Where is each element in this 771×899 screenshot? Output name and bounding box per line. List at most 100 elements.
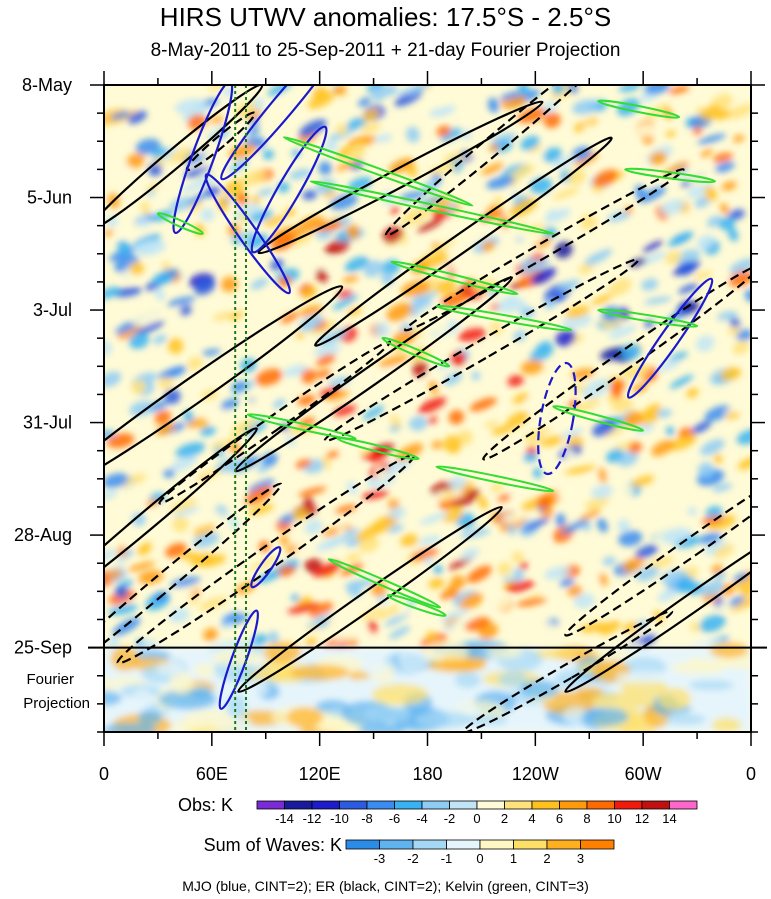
obs-anomaly-blob — [666, 130, 676, 138]
obs-anomaly-blob — [249, 210, 274, 222]
obs-anomaly-blob — [445, 584, 460, 599]
obs-anomaly-blob — [312, 562, 342, 578]
obs-anomaly-blob — [699, 580, 724, 597]
er-contour — [104, 482, 283, 692]
obs-anomaly-blob — [507, 524, 516, 536]
projection-blob — [286, 707, 324, 728]
obs-anomaly-blob — [170, 576, 201, 588]
kelvin-contour — [597, 308, 699, 328]
obs-anomaly-blob — [181, 180, 207, 193]
obs-colorbar-tick: 2 — [501, 811, 508, 826]
obs-colorbar-swatch — [559, 800, 588, 810]
projection-blob — [717, 695, 751, 718]
waves-colorbar-tick: -3 — [374, 851, 386, 866]
obs-anomaly-blob — [603, 144, 615, 153]
obs-anomaly-blob — [714, 161, 735, 173]
obs-anomaly-blob — [564, 305, 590, 319]
obs-anomaly-blob — [596, 518, 608, 533]
obs-anomaly-blob — [298, 417, 316, 428]
obs-anomaly-blob — [104, 371, 122, 388]
obs-anomaly-blob — [689, 622, 701, 632]
obs-anomaly-blob — [337, 290, 353, 299]
obs-anomaly-blob — [297, 486, 327, 497]
obs-anomaly-blob — [193, 532, 220, 548]
obs-colorbar-swatch — [531, 800, 560, 810]
obs-anomaly-blob — [535, 340, 551, 352]
obs-colorbar-swatch — [504, 800, 533, 810]
obs-anomaly-blob — [540, 435, 564, 447]
obs-anomaly-blob — [289, 168, 312, 180]
obs-anomaly-blob — [285, 207, 296, 217]
obs-anomaly-blob — [436, 125, 451, 137]
kelvin-contour — [246, 413, 357, 440]
obs-anomaly-blob — [417, 218, 443, 233]
kelvin-contour — [386, 593, 447, 617]
obs-anomaly-blob — [406, 85, 435, 96]
obs-anomaly-blob — [635, 566, 659, 582]
obs-anomaly-blob — [301, 286, 317, 299]
obs-anomaly-blob — [696, 234, 715, 250]
obs-anomaly-blob — [384, 611, 410, 627]
projection-blob — [372, 683, 429, 706]
obs-anomaly-blob — [106, 433, 135, 449]
axis-labels: 8-May 5-Jun 3-Jul 31-Jul 28-Aug 25-Sep Fourier… — [14, 75, 756, 784]
obs-anomaly-blob — [542, 147, 562, 163]
obs-anomaly-blob — [187, 356, 203, 370]
obs-anomaly-blob — [406, 126, 420, 143]
mjo-contour — [172, 85, 234, 235]
kelvin-contour — [336, 437, 420, 461]
obs-anomaly-blob — [390, 206, 399, 214]
obs-anomaly-blob — [584, 248, 613, 266]
obs-colorbar-swatch — [449, 800, 478, 810]
obs-anomaly-blob — [704, 405, 731, 422]
obs-anomaly-blob — [435, 279, 457, 295]
kelvin-contour — [435, 465, 555, 493]
obs-anomaly-blob — [664, 250, 682, 265]
obs-anomaly-blob — [137, 241, 167, 256]
obs-anomaly-blob — [135, 320, 165, 336]
obs-anomaly-blob — [156, 423, 176, 436]
projection-blob — [531, 648, 579, 659]
obs-anomaly-blob — [730, 317, 741, 330]
obs-anomaly-blob — [408, 416, 428, 431]
y-tick-label: 28-Aug — [14, 525, 72, 545]
obs-anomaly-blob — [349, 144, 366, 160]
obs-anomaly-blob — [255, 368, 283, 386]
obs-anomaly-blob — [359, 449, 370, 456]
obs-anomaly-blob — [304, 519, 323, 535]
obs-anomaly-blob — [384, 458, 412, 475]
obs-anomaly-blob — [718, 217, 736, 231]
obs-anomaly-blob — [657, 587, 680, 602]
obs-anomaly-blob — [704, 186, 718, 202]
obs-anomaly-blob — [484, 420, 499, 429]
obs-anomaly-blob — [194, 278, 216, 296]
obs-anomaly-blob — [281, 462, 293, 476]
obs-anomaly-blob — [724, 406, 745, 415]
obs-anomaly-blob — [291, 594, 300, 602]
er-contour — [403, 168, 685, 332]
projection-blob — [397, 647, 431, 669]
obs-anomaly-blob — [606, 448, 624, 463]
obs-anomaly-blob — [602, 556, 616, 566]
obs-anomaly-blob — [458, 328, 487, 342]
obs-anomaly-blob — [699, 614, 726, 633]
projection-blob — [243, 680, 269, 698]
obs-anomaly-blob — [250, 278, 269, 290]
obs-anomaly-blob — [364, 243, 388, 256]
obs-anomaly-blob — [490, 321, 502, 336]
obs-anomaly-blob — [386, 302, 413, 322]
obs-anomaly-blob — [170, 454, 198, 472]
waves-colorbar-swatch — [546, 839, 581, 850]
obs-anomaly-blob — [450, 488, 480, 508]
obs-anomaly-blob — [388, 625, 411, 640]
obs-colorbar-label: Obs: K — [178, 795, 233, 815]
obs-anomaly-blob — [335, 123, 348, 136]
obs-anomaly-blob — [697, 462, 715, 479]
projection-label: Fourier — [26, 671, 74, 688]
obs-anomaly-blob — [106, 215, 119, 227]
obs-anomaly-blob — [466, 565, 492, 583]
obs-anomaly-blob — [440, 523, 461, 541]
y-tick-label: 8-May — [22, 75, 72, 95]
obs-anomaly-blob — [295, 569, 305, 585]
obs-anomaly-blob — [318, 220, 343, 232]
